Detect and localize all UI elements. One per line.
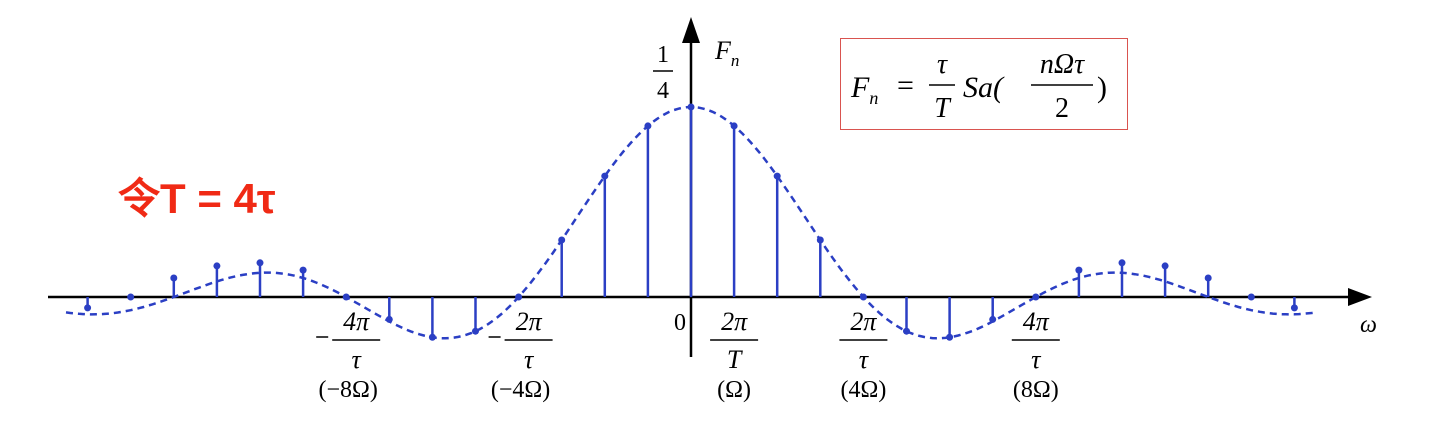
- sample-point-12: [1204, 274, 1212, 282]
- sample-point--10: [256, 259, 264, 267]
- tick-label-omega-1: (−4Ω): [491, 377, 550, 403]
- tick-label-denominator-1: τ: [524, 345, 535, 374]
- x-axis-label: ω: [1360, 312, 1377, 338]
- peak-label-numerator: 1: [657, 42, 669, 68]
- origin-label: 0: [674, 310, 686, 336]
- sample-point-11: [1161, 262, 1169, 270]
- formula-frac1-den: T: [934, 93, 952, 124]
- sample-point--13: [127, 293, 135, 301]
- sample-point-14: [1290, 304, 1298, 312]
- formula-close-paren: ): [1097, 71, 1107, 104]
- formula-box: Fn = τ T Sa( nΩτ 2 ): [840, 38, 1128, 130]
- tick-labels: 4π τ (−8Ω) 2π τ (−4Ω) 2π T (Ω) 2π τ (4Ω) 4π τ (8Ω): [316, 307, 1060, 403]
- tick-label-denominator-2: T: [727, 345, 743, 374]
- sample-stems: [86, 107, 1296, 338]
- tick-label-denominator-4: τ: [1031, 345, 1042, 374]
- formula-lhs: Fn: [850, 71, 878, 108]
- sa-envelope-curve: [65, 105, 1317, 340]
- formula-svg: Fn = τ T Sa( nΩτ 2 ): [850, 49, 1107, 124]
- y-axis-arrow-icon: [682, 17, 700, 43]
- formula-frac1-num: τ: [937, 49, 948, 80]
- y-axis-label: Fn: [714, 36, 739, 70]
- peak-label-denominator: 4: [657, 78, 669, 104]
- sample-point--9: [299, 266, 307, 274]
- sample-point--12: [170, 274, 178, 282]
- sample-point--11: [213, 262, 221, 270]
- tick-label-numerator-2: 2π: [721, 307, 748, 336]
- tick-label-omega-2: (Ω): [717, 377, 751, 403]
- tick-label-denominator-3: τ: [859, 345, 870, 374]
- sample-point-9: [1075, 266, 1083, 274]
- tick-label-numerator-1: 2π: [516, 307, 543, 336]
- tick-label-numerator-0: 4π: [343, 307, 370, 336]
- formula-equals: =: [897, 69, 914, 102]
- sample-point-13: [1247, 293, 1255, 301]
- condition-label: 令T = 4τ: [118, 175, 276, 222]
- tick-label-numerator-3: 2π: [850, 307, 877, 336]
- formula-frac2-num: nΩτ: [1040, 49, 1085, 80]
- sample-point-6: [946, 333, 954, 341]
- tick-label-omega-0: (−8Ω): [319, 377, 378, 403]
- tick-label-omega-4: (8Ω): [1013, 377, 1059, 403]
- sample-point--14: [84, 304, 92, 312]
- sample-point-10: [1118, 259, 1126, 267]
- tick-label-numerator-4: 4π: [1023, 307, 1050, 336]
- x-axis-arrow-icon: [1348, 288, 1372, 306]
- tick-label-omega-3: (4Ω): [840, 377, 886, 403]
- formula-frac2-den: 2: [1055, 93, 1069, 124]
- tick-label-denominator-0: τ: [352, 345, 363, 374]
- formula-sa: Sa(: [963, 71, 1005, 104]
